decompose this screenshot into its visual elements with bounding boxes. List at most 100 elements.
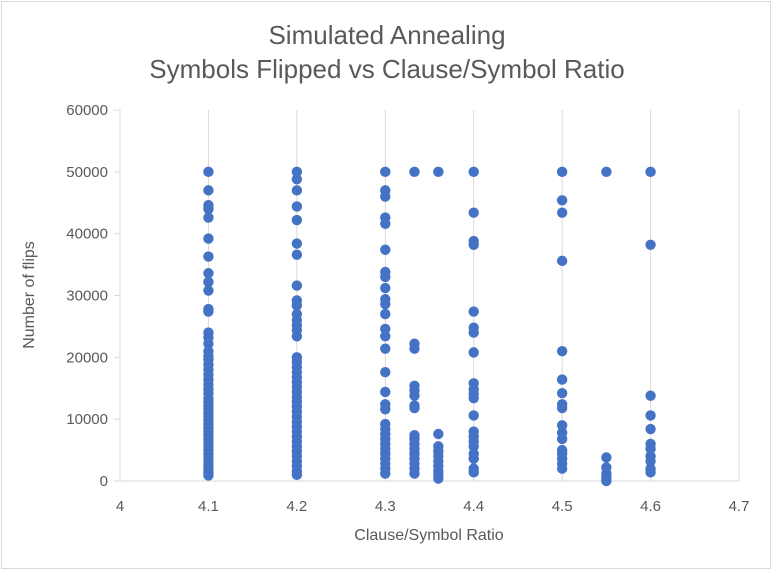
y-tick-label: 30000 xyxy=(66,288,108,305)
data-points xyxy=(203,166,656,487)
data-point xyxy=(380,468,391,479)
y-axis-title: Number of flips xyxy=(21,241,38,349)
data-point xyxy=(380,191,391,202)
x-tick-label: 4.2 xyxy=(286,498,307,515)
data-point xyxy=(203,276,214,288)
data-point xyxy=(409,468,420,479)
data-point xyxy=(380,271,391,283)
data-point xyxy=(468,441,479,452)
data-point xyxy=(291,201,303,212)
data-point xyxy=(556,207,568,218)
data-point xyxy=(645,443,656,455)
data-point xyxy=(380,282,391,294)
chart-title-line-2: Symbols Flipped vs Clause/Symbol Ratio xyxy=(149,54,625,84)
data-point xyxy=(645,390,656,401)
data-point xyxy=(380,404,391,415)
axes xyxy=(114,109,739,482)
data-point xyxy=(468,239,479,250)
data-point xyxy=(556,374,568,385)
data-point xyxy=(409,343,420,354)
data-point xyxy=(468,327,479,338)
data-point xyxy=(433,428,444,440)
data-point xyxy=(291,300,303,311)
chart-title-line-1: Simulated Annealing xyxy=(268,20,506,50)
data-point xyxy=(203,338,214,349)
data-point xyxy=(380,366,391,378)
data-point xyxy=(468,166,479,178)
x-tick-label: 4.4 xyxy=(463,498,484,515)
data-point xyxy=(468,306,479,317)
data-point xyxy=(380,308,391,320)
data-point xyxy=(601,452,612,463)
data-point xyxy=(601,166,612,178)
x-tick-label: 4.6 xyxy=(640,498,661,515)
y-tick-label: 50000 xyxy=(66,164,108,181)
data-point xyxy=(645,456,656,467)
data-point xyxy=(433,166,444,178)
data-point xyxy=(203,166,214,178)
x-axis-title: Clause/Symbol Ratio xyxy=(354,527,504,544)
data-point xyxy=(291,166,303,178)
data-point xyxy=(291,331,303,342)
data-point xyxy=(203,251,214,262)
data-point xyxy=(203,306,214,317)
y-tick-label: 10000 xyxy=(66,411,108,428)
data-point xyxy=(468,207,479,218)
data-point xyxy=(556,255,568,267)
data-point xyxy=(291,214,303,226)
data-point xyxy=(645,423,656,435)
data-point xyxy=(380,343,391,354)
data-point xyxy=(468,467,479,478)
data-point xyxy=(380,386,391,398)
data-point xyxy=(556,345,568,357)
data-point xyxy=(556,433,568,445)
chart-title: Simulated Annealing Symbols Flipped vs C… xyxy=(0,18,774,86)
data-point xyxy=(203,470,214,481)
data-point xyxy=(203,268,214,279)
y-tick-label: 60000 xyxy=(66,102,108,119)
x-tick-label: 4.7 xyxy=(729,498,750,515)
data-point xyxy=(433,473,444,484)
data-point xyxy=(468,392,479,404)
data-point xyxy=(409,402,420,414)
data-point xyxy=(203,203,214,215)
y-tick-label: 0 xyxy=(100,473,108,490)
data-point xyxy=(380,323,391,335)
data-point xyxy=(556,195,568,206)
x-tick-label: 4.1 xyxy=(198,498,219,515)
data-point xyxy=(291,174,303,185)
data-point xyxy=(409,166,420,178)
data-point xyxy=(645,410,656,421)
data-point xyxy=(468,453,479,464)
data-point xyxy=(601,475,612,487)
data-point xyxy=(468,347,479,358)
y-tick-label: 20000 xyxy=(66,349,108,366)
data-point xyxy=(409,390,420,401)
data-point xyxy=(291,469,303,481)
data-point xyxy=(380,298,391,310)
data-point xyxy=(556,463,568,474)
data-point xyxy=(203,285,214,296)
data-point xyxy=(645,467,656,478)
tick-labels: 4 4.1 4.2 4.3 4.4 4.5 4.6 4.7 0 10000 20000 30000 40… xyxy=(66,102,749,515)
data-point xyxy=(291,280,303,291)
data-point xyxy=(556,402,568,414)
data-point xyxy=(203,185,214,196)
data-point xyxy=(468,410,479,421)
x-tick-label: 4 xyxy=(116,498,124,515)
x-tick-label: 4.3 xyxy=(375,498,396,515)
data-point xyxy=(380,218,391,229)
y-tick-label: 40000 xyxy=(66,226,108,243)
data-point xyxy=(556,420,568,431)
data-point xyxy=(380,244,391,255)
data-point xyxy=(291,185,303,196)
data-point xyxy=(556,166,568,178)
data-point xyxy=(380,331,391,342)
data-point xyxy=(645,239,656,250)
data-point xyxy=(291,249,303,260)
data-point xyxy=(645,166,656,178)
data-point xyxy=(203,212,214,223)
data-point xyxy=(291,238,303,249)
data-point xyxy=(203,233,214,244)
